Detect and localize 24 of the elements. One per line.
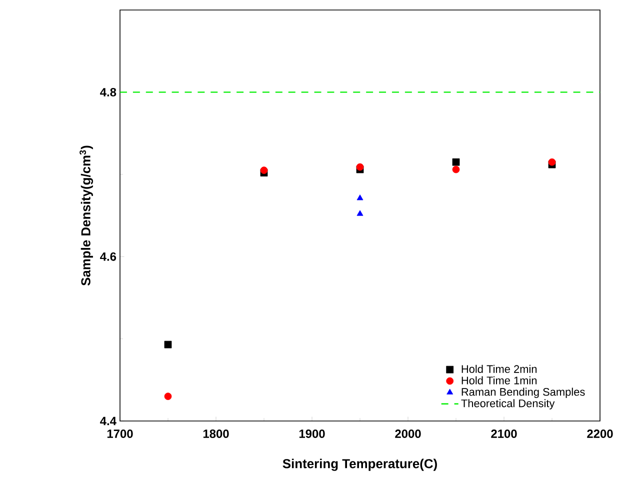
legend-label: Theoretical Density <box>461 399 555 410</box>
point <box>452 158 460 166</box>
x-tick-label: 1900 <box>299 430 325 438</box>
point <box>164 392 172 400</box>
point <box>452 166 460 174</box>
y-tick-label: 4.4 <box>100 416 116 426</box>
y-tick-label: 4.8 <box>100 88 116 96</box>
x-tick-label: 2000 <box>395 430 421 438</box>
y-axis-title: Sample Density(g/cm$^{3}$) <box>80 146 94 286</box>
x-tick-label: 2200 <box>587 430 613 438</box>
legend-label: Raman Bending Samples <box>462 388 585 398</box>
x-axis-title: Sintering Temperature(C) <box>282 458 437 471</box>
point <box>356 210 364 216</box>
point <box>356 194 364 200</box>
x-tick-label: 2100 <box>491 430 517 438</box>
x-tick-label: 1800 <box>203 430 229 438</box>
legend-label: Hold Time 1min <box>462 376 537 384</box>
y-tick-label: 4.6 <box>100 252 116 261</box>
point <box>164 340 172 348</box>
point <box>548 158 556 166</box>
legend-label: Hold Time 2min <box>462 364 537 373</box>
point <box>356 163 364 171</box>
point <box>260 166 268 174</box>
x-tick-label: 1700 <box>107 430 133 438</box>
